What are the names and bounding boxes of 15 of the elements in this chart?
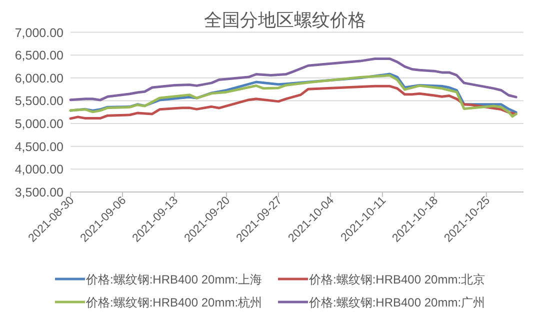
y-tick-label: 6,000.00 — [14, 71, 64, 86]
chart-title: 全国分地区螺纹价格 — [204, 10, 366, 30]
y-tick-label: 3,500.00 — [14, 186, 64, 200]
line-series — [69, 58, 518, 102]
y-tick-label: 5,500.00 — [14, 94, 64, 108]
y-tick-label: 4,500.00 — [14, 140, 64, 154]
legend-label: 价格:螺纹钢:HRB400 20mm:北京 — [308, 272, 486, 286]
y-tick-label: 5,000.00 — [14, 117, 64, 132]
legend-label: 价格:螺纹钢:HRB400 20mm:广州 — [308, 296, 486, 310]
y-tick-label: 4,000.00 — [14, 162, 64, 177]
y-tick-label: 7,000.00 — [14, 26, 64, 40]
legend-label: 价格:螺纹钢:HRB400 20mm:杭州 — [85, 296, 262, 310]
line-series — [69, 84, 518, 120]
y-tick-label: 6,500.00 — [14, 48, 64, 63]
legend-label: 价格:螺纹钢:HRB400 20mm:上海 — [85, 272, 262, 286]
